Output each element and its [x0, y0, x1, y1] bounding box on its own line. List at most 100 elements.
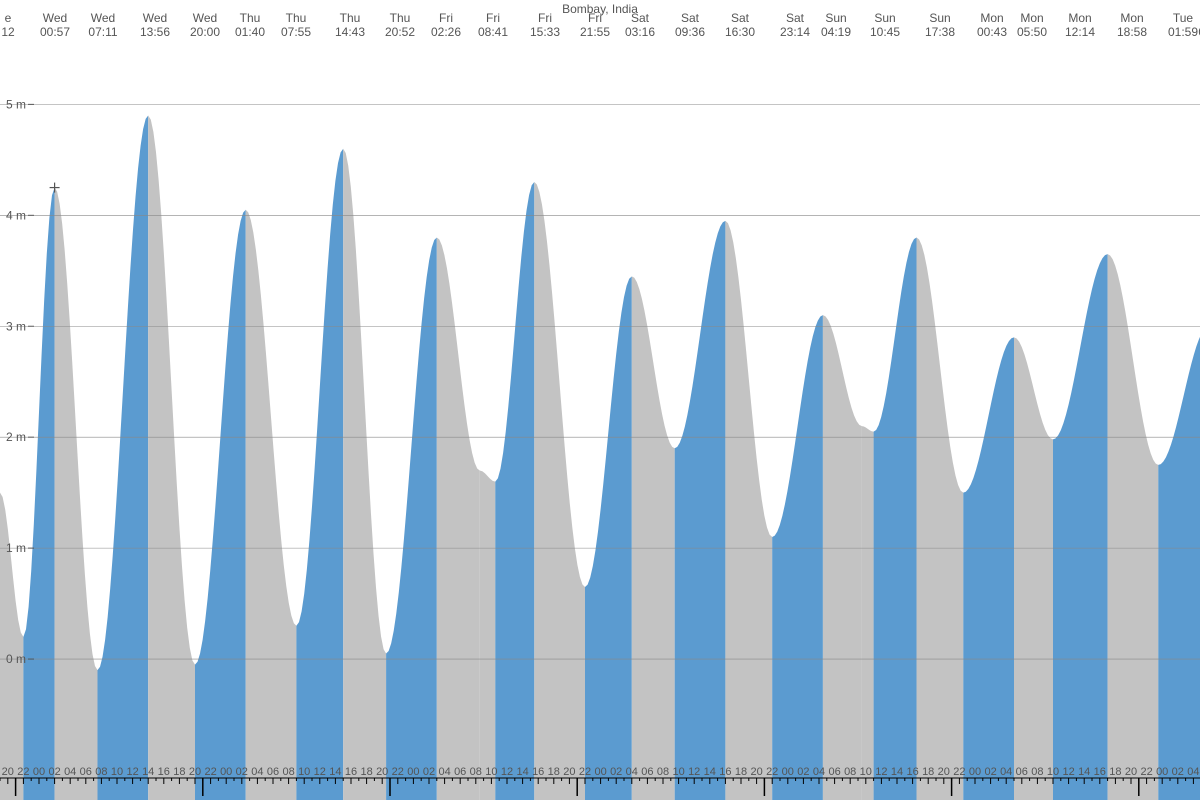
- svg-text:08: 08: [1031, 766, 1043, 778]
- svg-text:02: 02: [48, 766, 60, 778]
- svg-text:18: 18: [735, 766, 747, 778]
- svg-text:Sun: Sun: [825, 11, 846, 25]
- svg-text:22: 22: [579, 766, 591, 778]
- svg-text:08:41: 08:41: [478, 25, 508, 39]
- svg-text:20: 20: [563, 766, 575, 778]
- svg-text:06: 06: [1016, 766, 1028, 778]
- svg-text:12: 12: [314, 766, 326, 778]
- svg-text:14: 14: [1078, 766, 1090, 778]
- svg-text:06: 06: [454, 766, 466, 778]
- svg-text:3 m: 3 m: [6, 319, 26, 333]
- chart-svg: 0 m1 m2 m3 m4 m5 m2022000204060810121416…: [0, 0, 1200, 800]
- svg-text:Mon: Mon: [1120, 11, 1143, 25]
- svg-text:Wed: Wed: [43, 11, 67, 25]
- svg-text:Wed: Wed: [91, 11, 115, 25]
- svg-text:14: 14: [329, 766, 341, 778]
- svg-text:18: 18: [922, 766, 934, 778]
- svg-text:16: 16: [345, 766, 357, 778]
- svg-text:12: 12: [1062, 766, 1074, 778]
- svg-text:02: 02: [236, 766, 248, 778]
- svg-text:20:00: 20:00: [190, 25, 220, 39]
- svg-text:00:57: 00:57: [40, 25, 70, 39]
- svg-text:10: 10: [860, 766, 872, 778]
- svg-text:22: 22: [17, 766, 29, 778]
- svg-text:10: 10: [298, 766, 310, 778]
- svg-text:20: 20: [189, 766, 201, 778]
- svg-text:01:40: 01:40: [235, 25, 265, 39]
- svg-text:Fri: Fri: [486, 11, 500, 25]
- svg-text:07:11: 07:11: [88, 25, 117, 39]
- svg-text:12:14: 12:14: [1065, 25, 1095, 39]
- svg-text:06: 06: [80, 766, 92, 778]
- svg-text:16: 16: [1094, 766, 1106, 778]
- svg-text:Mon: Mon: [1068, 11, 1091, 25]
- svg-text:05:50: 05:50: [1017, 25, 1047, 39]
- svg-text:18: 18: [1109, 766, 1121, 778]
- svg-text:08: 08: [95, 766, 107, 778]
- svg-text:10: 10: [485, 766, 497, 778]
- svg-text:16: 16: [906, 766, 918, 778]
- svg-text:Thu: Thu: [390, 11, 411, 25]
- svg-text:00: 00: [969, 766, 981, 778]
- svg-text:18:58: 18:58: [1117, 25, 1147, 39]
- svg-text:16: 16: [719, 766, 731, 778]
- svg-text:Wed: Wed: [193, 11, 217, 25]
- svg-text:20: 20: [2, 766, 14, 778]
- svg-text:08: 08: [657, 766, 669, 778]
- svg-text:04: 04: [438, 766, 450, 778]
- svg-text:14: 14: [516, 766, 528, 778]
- svg-text:Sat: Sat: [681, 11, 700, 25]
- svg-text:10: 10: [111, 766, 123, 778]
- svg-text:06: 06: [267, 766, 279, 778]
- svg-text:20: 20: [1125, 766, 1137, 778]
- svg-text:16: 16: [532, 766, 544, 778]
- svg-text:Tue: Tue: [1173, 11, 1194, 25]
- svg-text:4 m: 4 m: [6, 208, 26, 222]
- svg-text:20: 20: [376, 766, 388, 778]
- svg-text:Fri: Fri: [588, 11, 602, 25]
- svg-text:20:52: 20:52: [385, 25, 415, 39]
- svg-text:00: 00: [220, 766, 232, 778]
- svg-text:16: 16: [158, 766, 170, 778]
- svg-text:00:43: 00:43: [977, 25, 1007, 39]
- svg-text:10: 10: [672, 766, 684, 778]
- svg-text:Thu: Thu: [340, 11, 361, 25]
- svg-text:12: 12: [875, 766, 887, 778]
- svg-text:Fri: Fri: [538, 11, 552, 25]
- svg-text:04: 04: [1000, 766, 1012, 778]
- svg-text:10: 10: [1047, 766, 1059, 778]
- tide-chart: Bombay, India 0 m1 m2 m3 m4 m5 m20220002…: [0, 0, 1200, 800]
- svg-text:14:43: 14:43: [335, 25, 365, 39]
- svg-text:Sun: Sun: [874, 11, 895, 25]
- svg-text:02: 02: [984, 766, 996, 778]
- svg-text:00: 00: [407, 766, 419, 778]
- svg-text:e: e: [5, 11, 12, 25]
- svg-text:10:45: 10:45: [870, 25, 900, 39]
- svg-text:02: 02: [423, 766, 435, 778]
- svg-text:14: 14: [142, 766, 154, 778]
- svg-text:Sun: Sun: [929, 11, 950, 25]
- svg-text:Wed: Wed: [143, 11, 167, 25]
- svg-text:08: 08: [470, 766, 482, 778]
- svg-text:23:14: 23:14: [780, 25, 810, 39]
- svg-text:2 m: 2 m: [6, 430, 26, 444]
- svg-text:04: 04: [626, 766, 638, 778]
- svg-text:22: 22: [766, 766, 778, 778]
- svg-text:18: 18: [173, 766, 185, 778]
- svg-text:Thu: Thu: [286, 11, 307, 25]
- svg-text:Mon: Mon: [1020, 11, 1043, 25]
- svg-text:04:19: 04:19: [821, 25, 851, 39]
- svg-text:17:38: 17:38: [925, 25, 955, 39]
- svg-text:22: 22: [953, 766, 965, 778]
- svg-text:02: 02: [1172, 766, 1184, 778]
- svg-text:02: 02: [610, 766, 622, 778]
- svg-text:07:55: 07:55: [281, 25, 311, 39]
- svg-text:Sat: Sat: [631, 11, 650, 25]
- svg-text:20: 20: [750, 766, 762, 778]
- svg-text:14: 14: [704, 766, 716, 778]
- svg-text:5 m: 5 m: [6, 97, 26, 111]
- svg-text:Sat: Sat: [786, 11, 805, 25]
- svg-text:1 m: 1 m: [6, 541, 26, 555]
- svg-text:Fri: Fri: [439, 11, 453, 25]
- svg-text:18: 18: [548, 766, 560, 778]
